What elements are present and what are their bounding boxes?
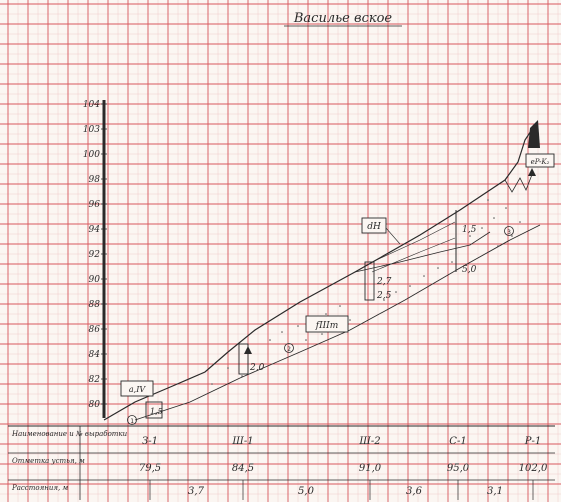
depth-label-3: 2,5	[376, 291, 392, 301]
drawing-title: Василье вское	[293, 11, 393, 26]
circle-marker-2-label: 2	[287, 346, 291, 353]
circle-marker-3	[504, 226, 514, 236]
dh-layer-base-line	[354, 231, 491, 273]
layer-label-fiiim: fIIIm	[315, 321, 339, 331]
elevation-tick-label: 90	[89, 275, 101, 285]
distance-value-2: 5,0	[298, 486, 315, 497]
elevation-tick-label: 80	[89, 400, 101, 410]
table-row-label-distances: Расстояния, м	[11, 484, 68, 492]
working-name-3: Ш-2	[358, 436, 380, 447]
elevation-tick-label: 104	[83, 100, 100, 110]
dh-hatch-lines	[371, 221, 456, 273]
elevation-tick-label: 88	[89, 300, 101, 310]
layer-label-box-aiv	[120, 380, 154, 397]
bedrock-top-fill	[528, 120, 540, 148]
elevation-tick-label: 86	[89, 325, 101, 335]
distance-value-4: 3,1	[487, 486, 503, 497]
sand-stipple	[211, 199, 521, 385]
elevation-tick-label: 103	[83, 125, 100, 135]
circle-marker-1	[127, 415, 137, 425]
depth-label-4: 1,5	[462, 225, 477, 235]
elevation-tick-label: 92	[89, 250, 101, 260]
elevation-tick-label: 98	[89, 175, 101, 185]
profile-data-table: Наименование и № выработки Отметка устья…	[8, 425, 555, 500]
working-name-5: Р-1	[524, 436, 541, 447]
layer-leader-dh	[385, 227, 401, 245]
table-row-label-workings: Наименование и № выработки	[11, 430, 128, 438]
layer-label-ep: eP-K₂	[531, 158, 550, 166]
depth-label-6: 1,5	[150, 407, 163, 416]
depth-label-2: 2,7	[376, 277, 392, 287]
mouth-elevation-4: 95,0	[447, 463, 470, 474]
layer-label-box-fiiim	[305, 315, 349, 333]
layer-label-aiv: a,IV	[129, 385, 146, 394]
elevation-tick-label: 82	[89, 375, 101, 385]
depth-label-5: 5,0	[462, 265, 477, 275]
working-z1-pit	[145, 401, 163, 419]
distance-value-1: 3,7	[188, 486, 205, 497]
working-sh1-shaft	[238, 343, 249, 375]
shaft-sh1-marker	[244, 346, 252, 354]
bedrock-outcrop	[504, 171, 534, 193]
table-row-label-elevation: Отметка устья, м	[12, 457, 85, 465]
circle-marker-3-label: 3	[507, 229, 511, 236]
bedrock-contact-line	[134, 224, 541, 421]
profile-drawing: 2,0 2,7 2,5 1,5 5,0 1,5 dH fIIIm a,IV eP…	[103, 120, 555, 425]
elevation-tick-label: 94	[89, 225, 101, 235]
working-sh2-shaft	[364, 261, 375, 301]
elevation-tick-label: 84	[89, 350, 101, 360]
distance-value-3: 3,6	[406, 486, 423, 497]
layer-label-box-dh	[361, 217, 387, 234]
layer-label-dh: dH	[367, 222, 381, 232]
working-r1-marker	[528, 168, 536, 176]
elevation-tick-label: 96	[89, 200, 101, 210]
working-name-2: Ш-1	[231, 436, 253, 447]
layer-label-box-ep	[525, 153, 555, 168]
elevation-tick-label: 100	[83, 150, 100, 160]
circle-marker-2	[284, 343, 294, 353]
mouth-elevation-1: 79,5	[139, 463, 161, 474]
mouth-elevation-3: 91,0	[359, 463, 382, 474]
mouth-elevation-5: 102,0	[519, 463, 548, 474]
working-name-4: С-1	[449, 436, 466, 447]
mouth-elevation-2: 84,5	[232, 463, 254, 474]
working-name-1: З-1	[142, 436, 158, 447]
elevation-axis: 104 103 100 98 96 94 92 90 88 86 84 82 80	[83, 100, 107, 418]
depth-label-1: 2,0	[249, 363, 265, 373]
circle-marker-1-label: 1	[130, 418, 134, 425]
